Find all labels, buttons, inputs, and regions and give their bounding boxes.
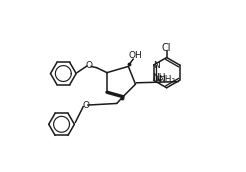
Text: OH: OH [128, 51, 142, 60]
Text: NH₂: NH₂ [158, 75, 175, 84]
Text: O: O [86, 61, 93, 70]
Text: NH: NH [152, 73, 165, 82]
Text: O: O [82, 101, 89, 110]
Text: Cl: Cl [162, 43, 171, 53]
Text: N: N [153, 61, 160, 69]
Text: N: N [154, 75, 160, 84]
